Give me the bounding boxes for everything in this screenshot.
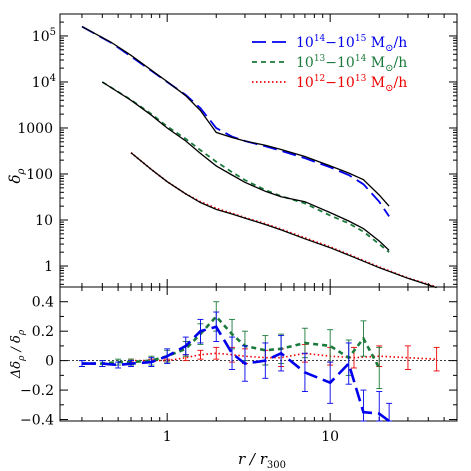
x-tick-label: 10 xyxy=(321,429,339,445)
series-line-2 xyxy=(101,81,390,253)
y-tick-label: 1 xyxy=(44,259,53,275)
y-tick-label: 0 xyxy=(45,354,54,370)
bottom-panel-frame xyxy=(59,286,458,422)
x-tick-label: 1 xyxy=(163,429,172,445)
y-tick-label: 100 xyxy=(26,167,53,183)
y-tick-label: 0.2 xyxy=(32,324,54,340)
series-line-5 xyxy=(130,152,437,289)
legend-label-0: 1014−1015 M⊙/h xyxy=(296,34,407,54)
y-tick-label: −0.2 xyxy=(20,383,54,399)
series-line-3 xyxy=(101,81,390,251)
legend-label-2: 1012−1013 M⊙/h xyxy=(296,74,407,94)
bottom-panel-series xyxy=(78,301,440,423)
residual-line-0 xyxy=(131,352,437,362)
top-y-tick-labels: 105 104 1000 100 10 1 xyxy=(17,27,56,275)
top-panel-ticks xyxy=(60,13,458,287)
y-tick-label: −0.4 xyxy=(20,413,54,429)
top-panel-series xyxy=(81,25,437,289)
top-y-axis-label: δρ xyxy=(6,168,27,183)
y-tick-label: 0.4 xyxy=(32,295,54,311)
y-tick-label: 104 xyxy=(32,73,56,91)
residual-line-1 xyxy=(82,314,381,369)
series-line-1 xyxy=(81,26,390,207)
residual-line-2 xyxy=(82,325,390,423)
series-line-0 xyxy=(81,25,390,217)
bottom-panel-ticks xyxy=(60,287,458,421)
density-profile-panel: 105 104 1000 100 10 1 δρ 1014−1015 M⊙/h1013−1… xyxy=(6,13,458,289)
y-tick-label: 10 xyxy=(35,213,53,229)
bottom-y-axis-label: Δδρ / δρ xyxy=(9,329,27,379)
bottom-y-tick-labels: 0.4 0.2 0 −0.2 −0.4 xyxy=(20,295,54,429)
y-tick-label: 105 xyxy=(32,27,56,45)
legend-label-1: 1013−1014 M⊙/h xyxy=(296,54,407,74)
y-tick-label: 1000 xyxy=(17,121,53,137)
residual-panel: 0.4 0.2 0 −0.2 −0.4 1 10 Δδρ / δρ r / r300 xyxy=(9,286,458,471)
x-axis-label: r / r300 xyxy=(238,450,286,471)
series-line-4 xyxy=(130,152,437,288)
x-tick-labels: 1 10 xyxy=(163,429,339,445)
